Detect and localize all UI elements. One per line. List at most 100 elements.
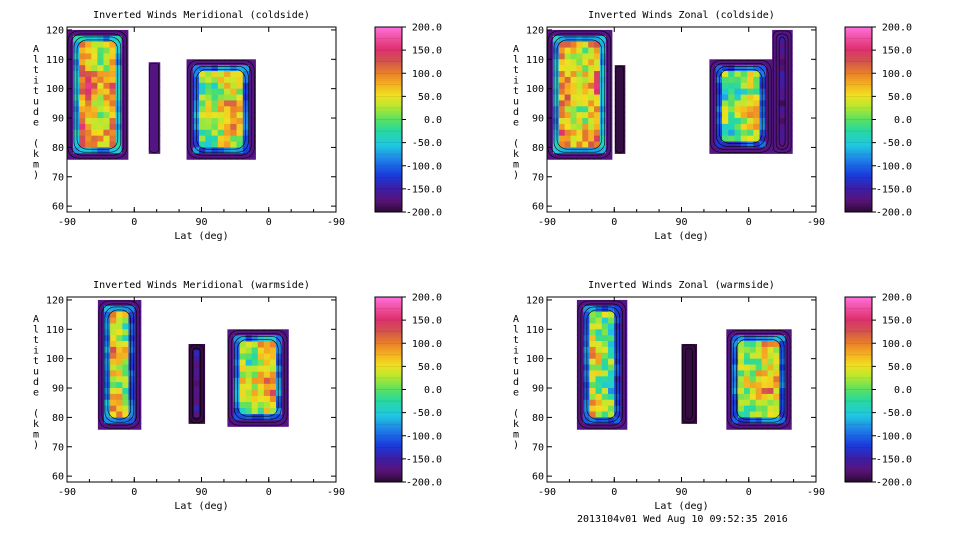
y-tick-label: 110 [46,55,64,66]
data-cell [601,382,609,389]
data-cell [558,59,566,66]
data-cell [747,106,754,113]
y-axis-label-char: u [33,97,39,108]
data-cell [599,53,607,60]
data-cell [558,76,566,84]
data-cell [547,123,554,131]
data-cell [588,147,595,154]
data-cell [227,395,235,403]
data-cell [115,47,123,55]
data-cell [779,358,786,366]
data-region [148,62,161,154]
data-cell [148,116,155,124]
x-axis-label: Lat (deg) [654,501,708,512]
data-cell [605,153,613,160]
data-cell [110,346,117,354]
data-cell [282,365,289,373]
data-cell [599,100,607,107]
data-cell [570,94,578,102]
data-cell [688,386,698,394]
contour-line [583,306,621,423]
data-cell [589,423,597,430]
data-cell [732,358,739,366]
data-cell [245,401,253,409]
data-cell [728,65,736,72]
data-cell [73,47,80,55]
data-cell [134,323,142,330]
data-cell [785,123,793,131]
data-cell [230,141,238,148]
data-cell [599,106,607,113]
data-cell [761,352,769,360]
data-cell [688,350,698,357]
data-cell [765,88,773,96]
data-cell [558,82,566,90]
data-cell [121,129,129,137]
data-cell [759,88,767,96]
data-cell [552,112,560,119]
data-cell [199,356,206,363]
data-cell [547,106,554,113]
data-cell [599,112,607,119]
data-cell [547,82,554,90]
data-cell [276,389,283,397]
data-cell [217,118,225,125]
data-cell [773,364,780,372]
data-cell [620,335,628,342]
data-cell [608,393,615,401]
data-cell [619,65,626,72]
data-cell [747,59,754,66]
colorbar-tick-label: 0.0 [894,385,912,396]
data-cell [594,94,601,102]
data-cell [91,47,98,55]
data-cell [726,417,733,424]
data-cell [749,341,757,348]
data-cell [779,393,786,401]
data-cell [192,153,200,160]
data-cell [619,129,626,137]
x-tick-label: -90 [807,217,825,228]
data-cell [734,112,742,119]
data-cell [121,41,129,49]
data-cell [276,341,283,349]
data-cell [128,305,136,313]
data-cell [552,153,560,160]
data-region [67,29,129,160]
data-cell [772,123,780,131]
contour-line [67,30,128,159]
data-cell [110,323,117,330]
data-cell [582,135,589,143]
contour-line [187,60,255,159]
data-cell [726,382,733,389]
data-cell [620,399,628,407]
data-cell [599,59,607,66]
data-cell [558,35,566,43]
data-cell [116,341,123,348]
data-cell [116,382,123,389]
data-cell [709,112,717,119]
data-cell [122,393,130,401]
colorbar-tick-label: 150.0 [882,46,912,57]
data-cell [734,76,742,84]
data-cell [688,356,698,363]
data-cell [778,29,787,37]
data-cell [103,82,111,90]
data-cell [186,112,194,119]
data-cell [199,65,206,72]
data-cell [251,401,259,409]
data-cell [761,370,769,377]
data-cell [85,100,92,107]
data-cell [104,352,111,360]
data-cell [186,59,194,66]
data-cell [779,405,786,413]
y-tick-label: 80 [532,413,544,424]
data-cell [192,88,200,96]
data-cell [732,411,739,418]
data-cell [599,153,607,160]
data-cell [110,399,117,407]
data-cell [148,74,155,82]
colorbar-tick-label: 200.0 [412,23,442,34]
y-tick-label: 100 [526,84,544,95]
data-cell [785,411,792,418]
colorbar-tick-label: -50.0 [412,138,442,149]
